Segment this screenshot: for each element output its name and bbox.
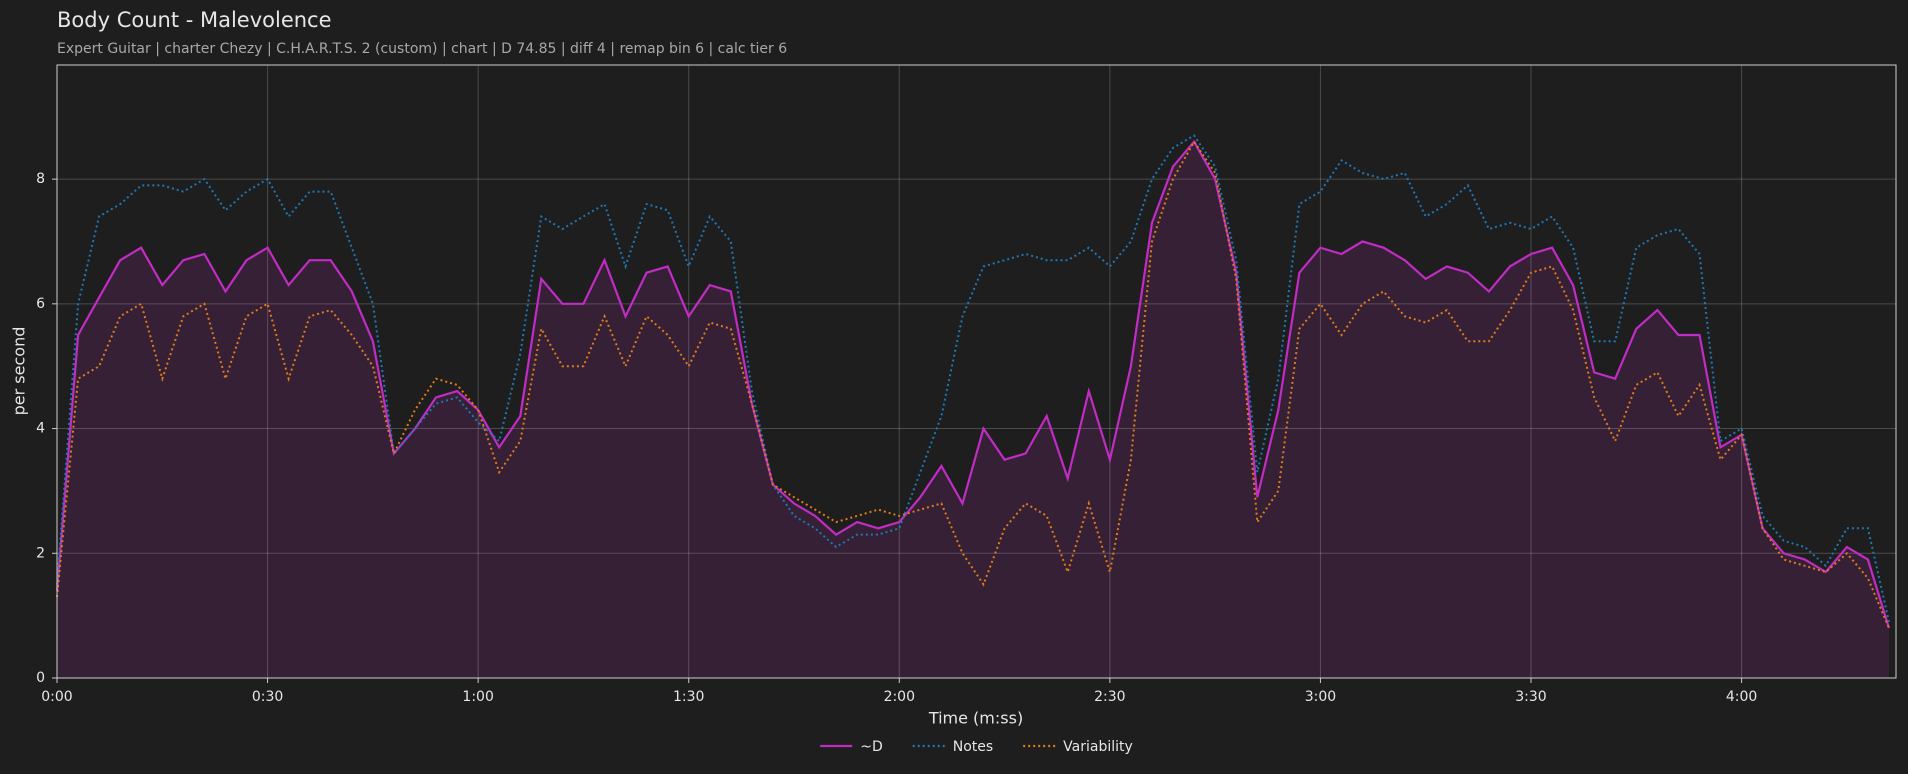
legend-label: Variability (1063, 739, 1133, 755)
line (55, 139, 1891, 629)
legend-item: Notes (912, 739, 993, 755)
line (56, 139, 1890, 629)
legend-item: ~D (820, 739, 883, 755)
legend-label: ~D (860, 739, 883, 755)
legend-item: Variability (1023, 739, 1133, 755)
area (57, 141, 1889, 678)
y-tick-label: 8 (36, 171, 45, 187)
y-tick-label: 6 (36, 296, 45, 312)
x-tick-label: 1:00 (462, 689, 493, 705)
x-tick-label: 2:30 (1094, 689, 1125, 705)
y-tick-label: 4 (36, 421, 45, 437)
y-tick-label: 2 (36, 545, 45, 561)
x-tick-label: 0:30 (252, 689, 283, 705)
y-axis-label: per second (10, 327, 29, 416)
x-tick-label: 3:30 (1515, 689, 1546, 705)
chart-title: Body Count - Malevolence (57, 8, 332, 32)
x-axis-label: Time (m:ss) (928, 709, 1023, 728)
x-tick-label: 0:00 (41, 689, 72, 705)
x-tick-label: 1:30 (673, 689, 704, 705)
chart-subtitle: Expert Guitar | charter Chezy | C.H.A.R.… (57, 41, 787, 57)
y-tick-label: 0 (36, 670, 45, 686)
legend: ~D Notes Variability (820, 739, 1133, 755)
legend-label: Notes (953, 739, 993, 755)
x-tick-label: 3:00 (1305, 689, 1336, 705)
plot-frame (56, 64, 1897, 679)
x-tick-label: 4:00 (1726, 689, 1757, 705)
x-tick-label: 2:00 (884, 689, 915, 705)
